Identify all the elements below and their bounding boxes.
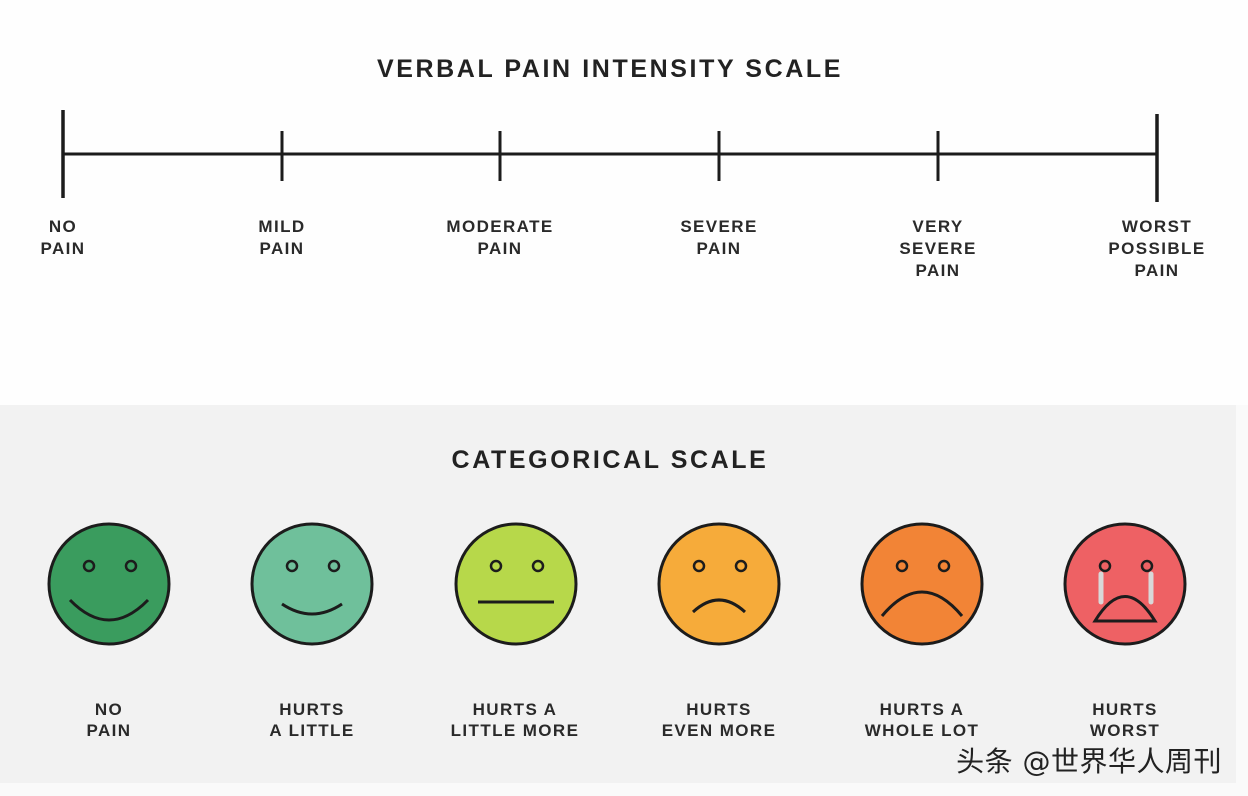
verbal-label-no-pain: NO PAIN [40,217,86,258]
verbal-scale-title: VERBAL PAIN INTENSITY SCALE [376,55,844,83]
edge-strip-bottom [0,783,1236,796]
verbal-label-moderate-pain: MODERATE PAIN [446,217,554,258]
edge-strip [1236,405,1248,796]
verbal-label-very-severe-pain: VERY SEVERE PAIN [899,217,977,280]
face-label-hurts-even-more: HURTS EVEN MORE [661,700,777,740]
watermark-text: 头条 @世界华人周刊 [956,745,1222,778]
verbal-scale-section [0,0,1248,405]
categorical-scale-section [0,405,1236,783]
crying-face-icon [1063,522,1187,646]
verbal-scale-line [61,110,1159,202]
frown-face-icon [657,522,781,646]
verbal-label-severe-pain: SEVERE PAIN [680,217,758,258]
face-label-hurts-a-whole-lot: HURTS A WHOLE LOT [864,700,980,740]
big-frown-face-icon [860,522,984,646]
face-label-hurts-a-little-more: HURTS A LITTLE MORE [450,700,580,740]
face-label-no-pain: NO PAIN [86,700,132,740]
smile-face-icon [250,522,374,646]
verbal-label-worst-possible-pain: WORST POSSIBLE PAIN [1108,217,1206,280]
categorical-scale-title: CATEGORICAL SCALE [451,446,769,474]
face-label-hurts-worst: HURTS WORST [1089,700,1161,740]
face-label-hurts-a-little: HURTS A LITTLE [269,700,355,740]
big-smile-face-icon [47,522,171,646]
verbal-label-mild-pain: MILD PAIN [258,217,306,258]
neutral-face-icon [454,522,578,646]
